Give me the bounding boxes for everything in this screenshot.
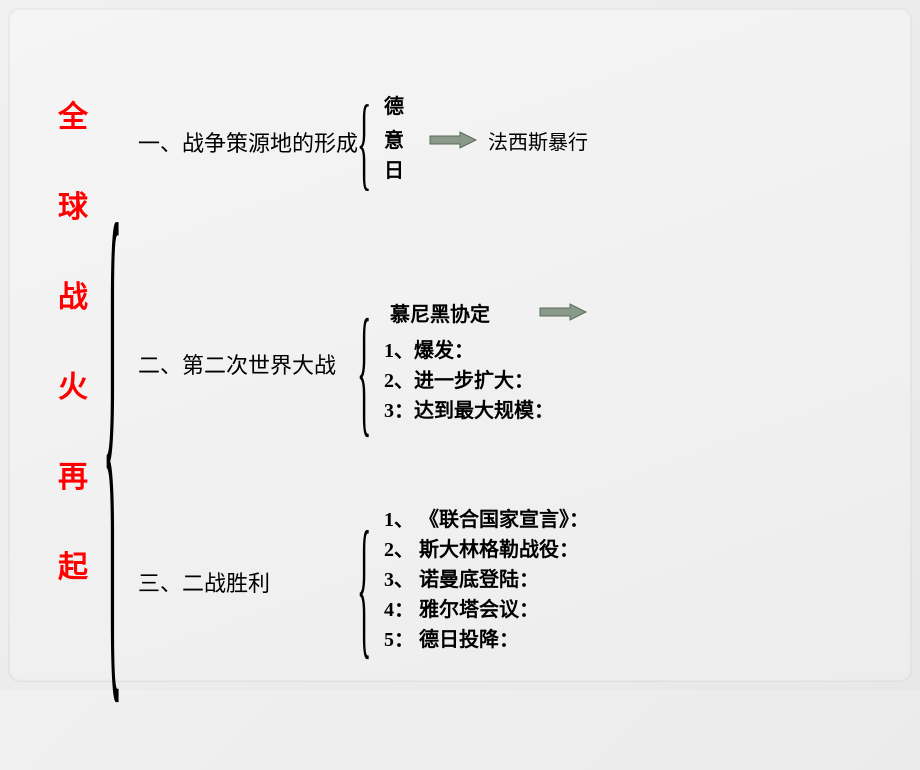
s2-item-1: 1、爆发： xyxy=(384,334,474,363)
section-1-label: 一、战争策源地的形成 xyxy=(138,126,358,158)
section-3-brace: { xyxy=(357,503,371,680)
main-brace: { xyxy=(103,88,122,770)
s2-top-item: 慕尼黑协定 xyxy=(390,298,490,327)
title-char-1: 全 xyxy=(58,103,98,133)
section-2-label: 二、第二次世界大战 xyxy=(138,348,336,380)
s2-item-2: 2、进一步扩大： xyxy=(384,364,534,393)
arrow-icon-1 xyxy=(428,130,478,150)
s1-country-de: 德 xyxy=(384,90,404,119)
s2-item-3: 3：达到最大规模： xyxy=(384,394,554,423)
slide-frame: 全 球 战 火 再 起 { 一、战争策源地的形成 { 德 意 日 法西斯暴行 二… xyxy=(8,8,912,682)
title-char-3: 战 xyxy=(58,283,98,313)
s1-country-yi: 意 xyxy=(384,124,404,153)
section-1-brace: { xyxy=(357,86,371,205)
s3-item-5: 5： 德日投降： xyxy=(384,623,519,652)
s3-item-3: 3、 诺曼底登陆： xyxy=(384,563,539,592)
title-char-4: 火 xyxy=(58,373,98,403)
vertical-title: 全 球 战 火 再 起 xyxy=(58,103,98,643)
s1-country-ri: 日 xyxy=(384,154,404,183)
title-char-2: 球 xyxy=(58,193,98,223)
arrow-icon-2 xyxy=(538,302,588,322)
s3-item-2: 2、 斯大林格勒战役： xyxy=(384,533,579,562)
section-2-brace: { xyxy=(357,293,371,456)
section-3-label: 三、二战胜利 xyxy=(138,566,270,598)
s3-item-1: 1、 《联合国家宣言》： xyxy=(384,503,589,532)
title-char-6: 起 xyxy=(58,553,98,583)
s1-target: 法西斯暴行 xyxy=(488,126,588,155)
title-char-5: 再 xyxy=(58,463,98,493)
s3-item-4: 4： 雅尔塔会议： xyxy=(384,593,539,622)
